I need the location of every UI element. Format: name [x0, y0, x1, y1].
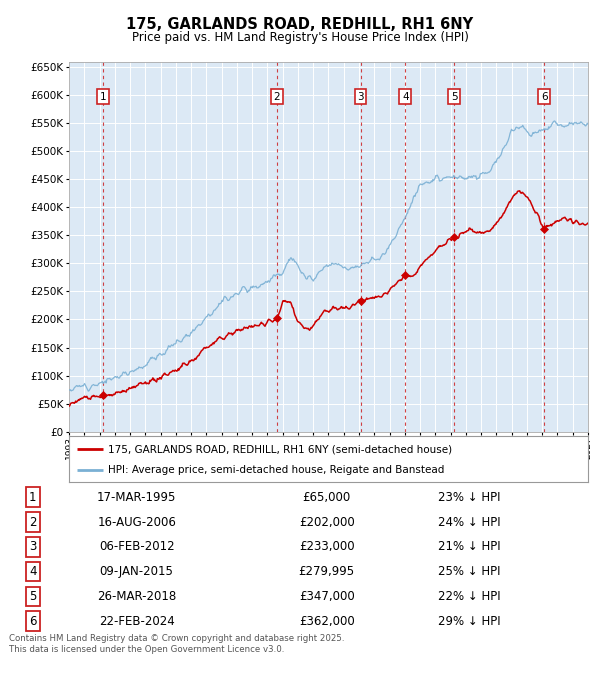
- Text: £362,000: £362,000: [299, 615, 355, 628]
- Text: 2: 2: [274, 92, 280, 102]
- Text: 06-FEB-2012: 06-FEB-2012: [99, 541, 175, 554]
- Text: 4: 4: [29, 565, 37, 578]
- Text: 29% ↓ HPI: 29% ↓ HPI: [438, 615, 500, 628]
- Text: 16-AUG-2006: 16-AUG-2006: [97, 515, 176, 528]
- Text: 22% ↓ HPI: 22% ↓ HPI: [438, 590, 500, 603]
- Text: 5: 5: [29, 590, 37, 603]
- Text: 3: 3: [29, 541, 37, 554]
- Text: 1: 1: [100, 92, 106, 102]
- Text: 6: 6: [29, 615, 37, 628]
- Text: 1: 1: [29, 491, 37, 504]
- Text: 25% ↓ HPI: 25% ↓ HPI: [438, 565, 500, 578]
- Text: 24% ↓ HPI: 24% ↓ HPI: [438, 515, 500, 528]
- Text: 175, GARLANDS ROAD, REDHILL, RH1 6NY: 175, GARLANDS ROAD, REDHILL, RH1 6NY: [127, 17, 473, 32]
- Text: 22-FEB-2024: 22-FEB-2024: [99, 615, 175, 628]
- Text: £347,000: £347,000: [299, 590, 355, 603]
- Text: 17-MAR-1995: 17-MAR-1995: [97, 491, 176, 504]
- Text: £279,995: £279,995: [299, 565, 355, 578]
- Text: 4: 4: [402, 92, 409, 102]
- Text: 3: 3: [357, 92, 364, 102]
- Text: 175, GARLANDS ROAD, REDHILL, RH1 6NY (semi-detached house): 175, GARLANDS ROAD, REDHILL, RH1 6NY (se…: [108, 444, 452, 454]
- Text: 2: 2: [29, 515, 37, 528]
- Text: 21% ↓ HPI: 21% ↓ HPI: [438, 541, 500, 554]
- Text: £233,000: £233,000: [299, 541, 355, 554]
- Text: Price paid vs. HM Land Registry's House Price Index (HPI): Price paid vs. HM Land Registry's House …: [131, 31, 469, 44]
- Text: 6: 6: [541, 92, 548, 102]
- Text: 5: 5: [451, 92, 457, 102]
- Text: 23% ↓ HPI: 23% ↓ HPI: [438, 491, 500, 504]
- Text: 09-JAN-2015: 09-JAN-2015: [100, 565, 173, 578]
- Text: 26-MAR-2018: 26-MAR-2018: [97, 590, 176, 603]
- Text: £65,000: £65,000: [302, 491, 351, 504]
- Text: Contains HM Land Registry data © Crown copyright and database right 2025.
This d: Contains HM Land Registry data © Crown c…: [9, 634, 344, 653]
- Text: HPI: Average price, semi-detached house, Reigate and Banstead: HPI: Average price, semi-detached house,…: [108, 465, 444, 475]
- Text: £202,000: £202,000: [299, 515, 355, 528]
